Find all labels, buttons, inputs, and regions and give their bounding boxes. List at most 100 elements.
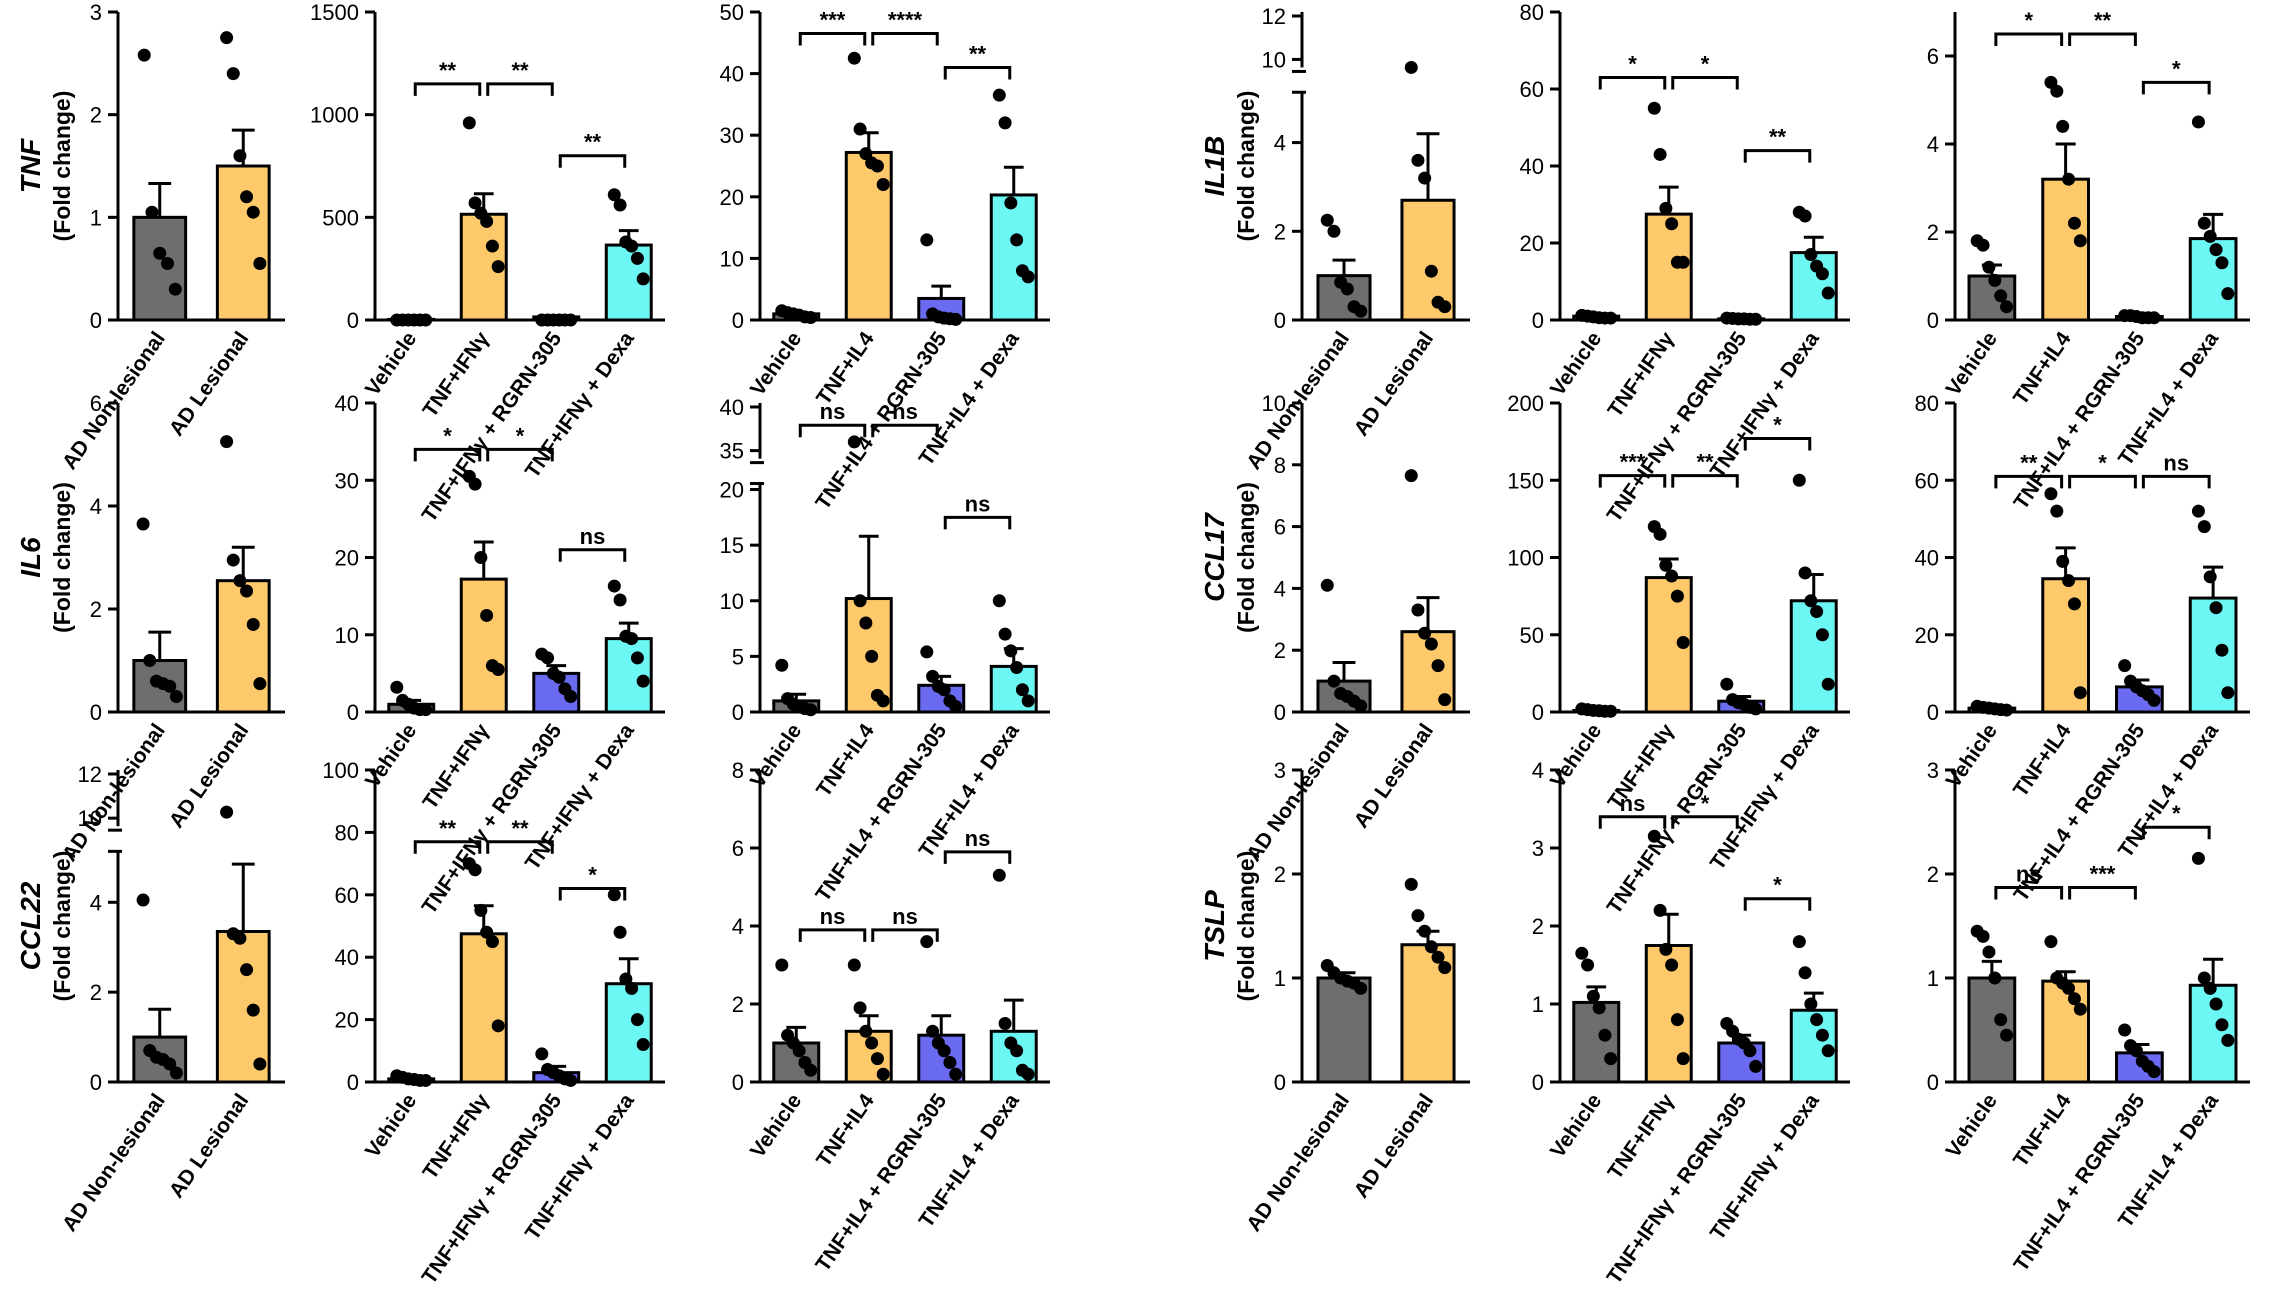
category-label: TNF+IFNγ (1603, 327, 1679, 421)
bar (1572, 1000, 1621, 1084)
data-point (419, 313, 433, 327)
y-tick-label: 150 (1507, 468, 1544, 493)
significance-label: ** (511, 816, 529, 841)
data-point (992, 594, 1006, 608)
data-point (2209, 997, 2223, 1011)
y-tick-label: 0 (1274, 700, 1286, 725)
data-point (998, 1017, 1012, 1030)
data-point (163, 679, 177, 693)
data-point (1743, 1044, 1757, 1058)
category-label: TNF+IL4 (812, 719, 879, 801)
data-point (2215, 643, 2229, 657)
data-point (552, 670, 566, 684)
data-point (1821, 286, 1835, 300)
data-point (1411, 153, 1425, 167)
y-tick-label: 4 (90, 890, 102, 915)
y-tick-label: 30 (720, 123, 744, 148)
category-label: AD Non-lesional (1242, 1090, 1354, 1236)
data-point (145, 205, 159, 219)
y-tick-label: 12 (1262, 4, 1286, 29)
significance-label: * (516, 423, 525, 448)
data-point (1327, 674, 1341, 688)
data-point (1749, 702, 1763, 716)
data-point (1586, 989, 1600, 1003)
data-point (630, 1013, 644, 1027)
data-point (1988, 971, 2002, 985)
y-tick-label: 100 (322, 758, 359, 783)
y-tick-label: 20 (720, 478, 744, 503)
category-label: Vehicle (1546, 1090, 1606, 1162)
significance-bracket (943, 65, 1012, 80)
data-point (2203, 981, 2217, 995)
data-point (233, 931, 247, 945)
category-label: TNF+IFNγ (418, 1089, 494, 1183)
data-point (1418, 626, 1432, 640)
significance-bracket (413, 447, 482, 462)
significance-bracket (943, 850, 1012, 864)
y-tick-label: 80 (1915, 391, 1939, 416)
data-point (1354, 981, 1368, 995)
y-tick-label: 20 (335, 546, 359, 571)
significance-label: * (588, 863, 597, 888)
data-point (1592, 1001, 1606, 1015)
significance-label: ns (1620, 791, 1646, 816)
data-point (926, 1024, 940, 1038)
significance-label: * (2024, 8, 2033, 33)
gene-label: TNF (15, 138, 46, 193)
data-point (1424, 940, 1438, 954)
data-point (233, 574, 247, 588)
data-point (2067, 597, 2081, 611)
data-point (1404, 469, 1418, 483)
y-tick-label: 40 (335, 391, 359, 416)
y-tick-label: 2 (1274, 638, 1286, 663)
data-point (474, 551, 488, 564)
category-label: TNF+IFNγ (418, 327, 494, 421)
significance-bracket (2068, 474, 2137, 489)
data-point (1749, 312, 1763, 326)
y-tick-label: 4 (1274, 131, 1286, 156)
data-point (804, 1063, 818, 1077)
y-tick-label: 20 (335, 1008, 359, 1033)
significance-label: *** (1620, 450, 1646, 475)
data-point (2056, 119, 2070, 133)
y-tick-label: 40 (1520, 154, 1544, 179)
category-label: AD Non-lesional (58, 328, 170, 474)
data-point (1792, 935, 1806, 949)
y-tick-label: 0 (1532, 700, 1544, 725)
data-point (233, 149, 247, 163)
data-point (246, 617, 260, 631)
significance-label: ns (965, 826, 991, 851)
data-point (169, 690, 183, 704)
data-point (2221, 1033, 2235, 1047)
category-label: AD Non-lesional (58, 1090, 170, 1236)
category-label: TNF+IFNγ + RGRN-305 (418, 327, 567, 526)
category-label: Vehicle (1942, 720, 2002, 792)
data-point (1598, 1028, 1612, 1042)
category-label: AD Lesional (1350, 720, 1438, 833)
significance-label: * (1628, 51, 1637, 76)
data-point (870, 1052, 884, 1066)
significance-label: * (443, 423, 452, 448)
data-point (625, 981, 639, 995)
category-label: AD Lesional (1350, 328, 1438, 441)
data-point (853, 1001, 867, 1015)
y-tick-label: 2 (90, 597, 102, 622)
data-point (1798, 566, 1812, 580)
y-tick-label: 3 (1274, 758, 1286, 783)
data-point (2067, 216, 2081, 230)
significance-label: ns (892, 904, 918, 929)
data-point (876, 177, 890, 191)
significance-bracket (1671, 474, 1739, 488)
y-tick-label: 40 (335, 945, 359, 970)
data-point (607, 188, 621, 202)
data-point (625, 239, 639, 253)
data-point (153, 246, 167, 260)
data-point (2221, 686, 2235, 700)
data-point (468, 863, 482, 877)
y-tick-label: 0 (347, 308, 359, 333)
